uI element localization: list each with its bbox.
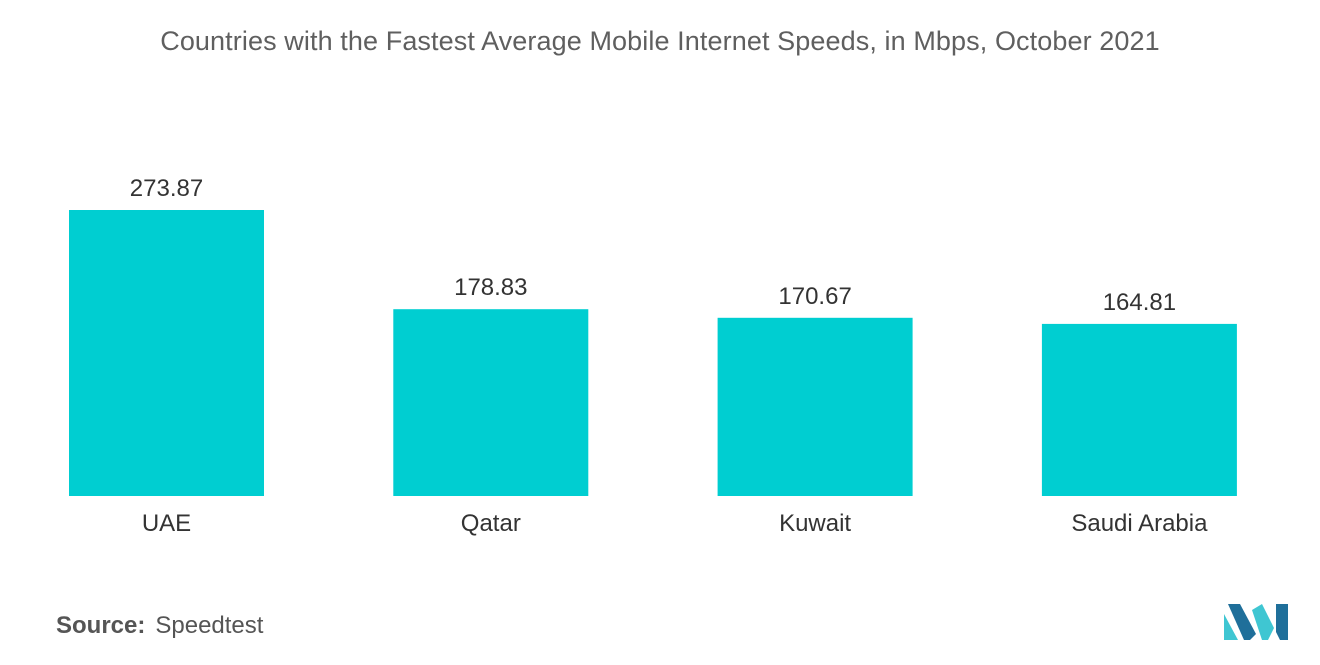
source-label: Source: xyxy=(56,612,146,639)
category-label: Saudi Arabia xyxy=(1071,510,1208,537)
category-labels-layer: UAE Qatar Kuwait Saudi Arabia xyxy=(142,510,1208,537)
category-label: Kuwait xyxy=(779,510,851,537)
logo-shape-left xyxy=(1224,614,1238,640)
category-label: UAE xyxy=(142,510,191,537)
source-note: Source: Speedtest xyxy=(56,612,263,640)
logo-shape-mid-left xyxy=(1228,604,1256,640)
value-label: 164.81 xyxy=(1103,289,1176,316)
category-label: Qatar xyxy=(461,510,521,537)
logo-shape-right xyxy=(1276,604,1288,640)
value-labels-layer: 273.87 178.83 170.67 164.81 xyxy=(130,175,1176,316)
logo-shape-mid-right xyxy=(1252,604,1274,640)
bars-layer xyxy=(69,210,1237,496)
bar-uae xyxy=(69,210,264,496)
bar-qatar xyxy=(393,309,589,496)
bar-kuwait xyxy=(717,317,913,496)
value-label: 273.87 xyxy=(130,175,203,202)
value-label: 170.67 xyxy=(778,283,851,310)
source-value: Speedtest xyxy=(155,612,264,639)
bar-chart: 273.87 178.83 170.67 164.81 UAE Qatar Kuwait S… xyxy=(69,175,1237,537)
bar-saudi-arabia xyxy=(1041,323,1237,496)
brand-logo-icon xyxy=(1224,604,1288,640)
chart-title: Countries with the Fastest Average Mobil… xyxy=(160,26,1160,56)
value-label: 178.83 xyxy=(454,274,527,301)
